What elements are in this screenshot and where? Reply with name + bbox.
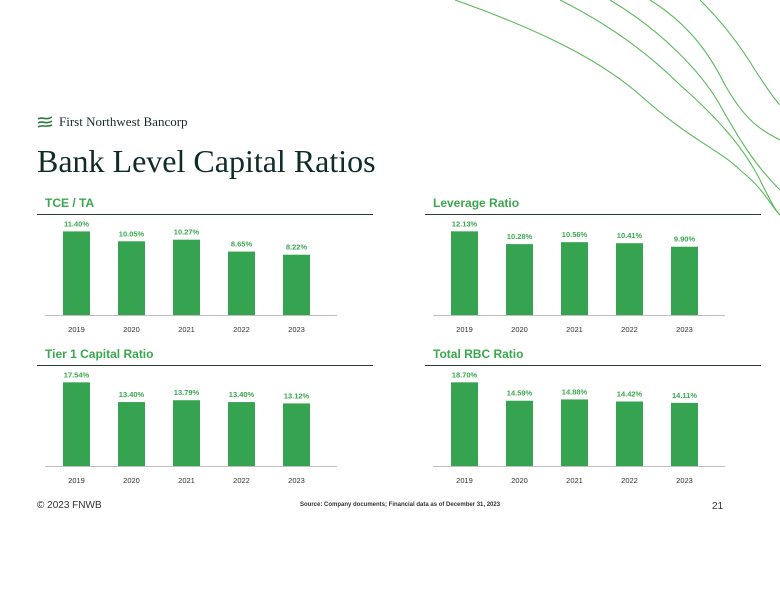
bar-2019: [63, 231, 90, 315]
chart-panel-leverage-ratio: Leverage Ratio 12.13% 2019 10.28% 2020 10.56…: [425, 196, 761, 341]
bar-2022: [228, 251, 255, 315]
chart-svg: 12.13% 2019 10.28% 2020 10.56% 2021 10.41% 2022…: [433, 219, 725, 334]
x-tick-label: 2023: [676, 476, 693, 485]
data-label: 8.65%: [231, 240, 253, 249]
data-label: 8.22%: [286, 243, 308, 252]
data-label: 10.28%: [507, 232, 533, 241]
x-tick-label: 2021: [566, 476, 583, 485]
x-tick-label: 2022: [621, 476, 638, 485]
bar-2019: [451, 382, 478, 466]
chart-svg: 17.54% 2019 13.40% 2020 13.79% 2021 13.40% 2022…: [45, 370, 337, 485]
source-note: Source: Company documents; Financial dat…: [300, 502, 501, 508]
chart-title: Tier 1 Capital Ratio: [37, 347, 373, 366]
data-label: 10.05%: [119, 229, 145, 238]
x-tick-label: 2023: [676, 325, 693, 334]
bar-2022: [616, 243, 643, 315]
chart-panel-total-rbc-ratio: Total RBC Ratio 18.70% 2019 14.59% 2020 14.8…: [425, 347, 761, 492]
company-name: First Northwest Bancorp: [59, 114, 188, 129]
bar-2023: [283, 403, 310, 466]
bar-2021: [173, 400, 200, 466]
copyright-text: © 2023 FNWB: [37, 500, 102, 511]
data-label: 18.70%: [452, 370, 478, 379]
x-tick-label: 2019: [456, 325, 473, 334]
x-tick-label: 2022: [233, 325, 250, 334]
x-tick-label: 2020: [123, 476, 140, 485]
bar-2020: [506, 400, 533, 466]
bar-2019: [63, 382, 90, 466]
logo-wave-icon: [37, 116, 53, 128]
x-tick-label: 2020: [123, 325, 140, 334]
data-label: 10.27%: [174, 228, 200, 237]
x-tick-label: 2020: [511, 325, 528, 334]
data-label: 14.59%: [507, 389, 533, 398]
page-number: 21: [712, 501, 724, 512]
data-label: 14.42%: [617, 389, 643, 398]
chart-panel-tier1-capital-ratio: Tier 1 Capital Ratio 17.54% 2019 13.40% 202…: [37, 347, 373, 492]
bar-2021: [561, 242, 588, 315]
x-tick-label: 2019: [456, 476, 473, 485]
data-label: 13.40%: [119, 390, 145, 399]
bar-2022: [228, 402, 255, 466]
chart-panel-tce-ta: TCE / TA 11.40% 2019 10.05% 2020 10.27% 2021 8…: [37, 196, 373, 341]
bar-2020: [506, 244, 533, 315]
x-tick-label: 2021: [566, 325, 583, 334]
chart-title: Total RBC Ratio: [425, 347, 761, 366]
x-tick-label: 2023: [288, 325, 305, 334]
chart-title: Leverage Ratio: [425, 196, 761, 215]
data-label: 14.88%: [562, 387, 588, 396]
bar-2020: [118, 241, 145, 315]
data-label: 9.90%: [674, 235, 696, 244]
company-logo: First Northwest Bancorp: [37, 114, 188, 130]
bar-2022: [616, 401, 643, 466]
data-label: 10.41%: [617, 231, 643, 240]
x-tick-label: 2019: [68, 325, 85, 334]
bar-2019: [451, 231, 478, 315]
bar-2023: [283, 254, 310, 315]
data-label: 17.54%: [64, 370, 90, 379]
bar-2023: [671, 246, 698, 315]
x-tick-label: 2022: [233, 476, 250, 485]
chart-title: TCE / TA: [37, 196, 373, 215]
x-tick-label: 2023: [288, 476, 305, 485]
data-label: 13.79%: [174, 388, 200, 397]
data-label: 13.40%: [229, 390, 255, 399]
x-tick-label: 2020: [511, 476, 528, 485]
bar-2021: [173, 239, 200, 315]
x-tick-label: 2021: [178, 476, 195, 485]
data-label: 12.13%: [452, 219, 478, 228]
data-label: 13.12%: [284, 391, 310, 400]
data-label: 14.11%: [672, 391, 697, 400]
chart-svg: 18.70% 2019 14.59% 2020 14.88% 2021 14.42% 2022…: [433, 370, 725, 485]
data-label: 11.40%: [64, 219, 89, 228]
bar-2023: [671, 402, 698, 466]
chart-svg: 11.40% 2019 10.05% 2020 10.27% 2021 8.65% 2022 8…: [45, 219, 337, 334]
x-tick-label: 2021: [178, 325, 195, 334]
bar-2021: [561, 399, 588, 466]
x-tick-label: 2022: [621, 325, 638, 334]
page-title: Bank Level Capital Ratios: [37, 143, 376, 179]
data-label: 10.56%: [562, 230, 588, 239]
x-tick-label: 2019: [68, 476, 85, 485]
bar-2020: [118, 402, 145, 466]
